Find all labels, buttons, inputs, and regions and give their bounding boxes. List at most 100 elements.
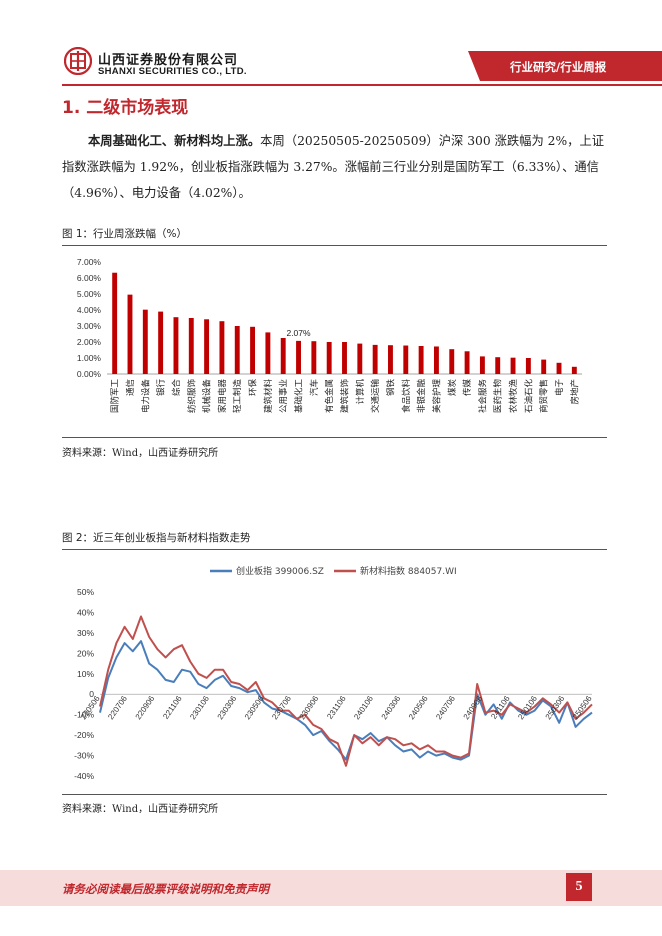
- y-tick-label: -30%: [74, 751, 94, 761]
- category-label: 汽车: [309, 379, 320, 396]
- figure1-source: 资料来源：Wind，山西证券研究所: [62, 448, 219, 459]
- bar-汽车: [311, 341, 317, 374]
- bar-环保: [250, 326, 256, 374]
- category-label: 纺织服饰: [186, 379, 197, 414]
- x-tick-label: 221106: [161, 694, 184, 721]
- y-tick-label: -20%: [74, 730, 94, 740]
- category-label: 银行: [156, 379, 167, 397]
- bar-传媒: [464, 351, 470, 374]
- y-tick-label: 5.00%: [77, 289, 102, 299]
- category-label: 家用电器: [217, 379, 228, 414]
- bar-建筑材料: [265, 332, 271, 374]
- bar-食品饮料: [403, 345, 409, 374]
- summary-text: 本周（20250505-20250509）沪深 300 涨跌幅为 2%，上证指数…: [62, 134, 605, 200]
- bar-非银金融: [418, 346, 424, 374]
- x-tick-label: 240506: [407, 694, 430, 721]
- bar-电子: [556, 362, 562, 374]
- bar-银行: [158, 311, 164, 374]
- company-logo-icon: [64, 47, 92, 75]
- bar-轻工制造: [234, 326, 240, 374]
- category-label: 交通运输: [370, 379, 381, 414]
- x-tick-label: 231106: [325, 694, 348, 721]
- y-tick-label: 7.00%: [77, 257, 102, 267]
- figure2-top-rule: [62, 549, 607, 550]
- x-tick-label: 230106: [188, 694, 211, 721]
- figure1-caption: 图 1：行业周涨跌幅（%）: [62, 228, 187, 240]
- category-label: 美容护理: [431, 379, 442, 414]
- category-label: 医药生物: [493, 379, 504, 414]
- x-tick-label: 230506: [243, 694, 266, 721]
- y-tick-label: 50%: [77, 587, 94, 597]
- category-label: 有色金属: [324, 379, 335, 413]
- bar-机械设备: [204, 319, 210, 374]
- y-tick-label: 20%: [77, 648, 94, 658]
- bar-医药生物: [495, 357, 501, 374]
- y-tick-label: 10%: [77, 669, 94, 679]
- category-label: 石油石化: [523, 379, 534, 414]
- category-label: 公用事业: [278, 379, 289, 413]
- category-label: 基础化工: [294, 379, 305, 414]
- summary-paragraph: 本周基础化工、新材料均上涨。本周（20250505-20250509）沪深 30…: [62, 128, 607, 206]
- x-tick-label: 240706: [434, 694, 457, 721]
- category-label: 电子: [554, 379, 565, 397]
- chinext-vs-new-materials-chart: 创业板指 399006.SZ 新材料指数 884057.WI -40% -30% -20…: [74, 565, 594, 781]
- page-number: 5: [566, 873, 592, 901]
- y-tick-label: 0.00%: [77, 369, 102, 379]
- header-divider: [62, 84, 662, 86]
- series-line-1: [99, 615, 593, 767]
- report-type-tab: 行业研究/行业周报: [468, 51, 662, 81]
- category-label: 建筑材料: [263, 379, 274, 414]
- legend-label-0: 创业板指 399006.SZ: [236, 565, 324, 577]
- category-label: 机械设备: [202, 379, 213, 414]
- bar-综合: [173, 317, 179, 374]
- bar-电力设备: [142, 309, 148, 374]
- category-label: 环保: [248, 379, 259, 397]
- y-tick-label: 2.00%: [77, 337, 102, 347]
- bar-基础化工: [296, 340, 301, 374]
- bar-农林牧渔: [510, 357, 516, 374]
- bar-交通运输: [372, 344, 378, 374]
- company-name-en: SHANXI SECURITIES CO., LTD.: [98, 66, 247, 77]
- figure1-bottom-rule: [62, 437, 607, 438]
- category-label: 农林牧渔: [508, 379, 519, 414]
- section-title: 1. 二级市场表现: [62, 98, 189, 118]
- x-tick-label: 220906: [134, 694, 157, 721]
- y-tick-label: 1.00%: [77, 353, 102, 363]
- bar-家用电器: [219, 321, 225, 374]
- y-tick-label: 6.00%: [77, 273, 102, 283]
- category-label: 国防军工: [110, 379, 121, 414]
- category-label: 商贸零售: [539, 379, 550, 413]
- x-tick-label: 230706: [270, 694, 293, 721]
- bar-有色金属: [326, 342, 332, 374]
- y-tick-label: 3.00%: [77, 321, 102, 331]
- industry-weekly-change-chart: 0.00% 1.00% 2.00% 3.00% 4.00% 5.00% 6.00% 7.00%…: [77, 257, 582, 414]
- bar-国防军工: [112, 272, 118, 374]
- y-tick-label: 40%: [77, 607, 94, 617]
- category-label: 传媒: [462, 379, 473, 397]
- footer-disclaimer: 请务必阅读最后股票评级说明和免责声明: [62, 882, 269, 896]
- category-label: 建筑装饰: [340, 379, 351, 414]
- category-label: 社会服务: [477, 379, 488, 414]
- bar-钢铁: [388, 345, 393, 374]
- company-name-cn: 山西证券股份有限公司: [98, 53, 239, 68]
- bar-公用事业: [280, 338, 286, 374]
- bar-纺织服饰: [188, 318, 194, 374]
- category-label: 食品饮料: [401, 379, 412, 414]
- category-label: 计算机: [355, 379, 366, 405]
- category-label: 电力设备: [140, 379, 151, 414]
- x-tick-label: 250106: [516, 694, 539, 721]
- figure2-caption: 图 2：近三年创业板指与新材料指数走势: [62, 532, 251, 544]
- y-tick-label: -10%: [74, 710, 94, 720]
- page-header: 山西证券股份有限公司 SHANXI SECURITIES CO., LTD. 行…: [0, 0, 662, 90]
- bar-建筑装饰: [342, 342, 347, 374]
- figure1-top-rule: [62, 245, 607, 246]
- figure2-bottom-rule: [62, 794, 607, 795]
- report-type-label: 行业研究/行业周报: [510, 60, 607, 74]
- category-label: 综合: [171, 379, 182, 397]
- figure2-source: 资料来源：Wind，山西证券研究所: [62, 804, 219, 815]
- x-tick-label: 230906: [298, 694, 321, 721]
- y-tick-label: 0: [89, 689, 94, 699]
- bar-美容护理: [433, 346, 439, 374]
- bar-annotation-label: 2.07%: [286, 328, 311, 338]
- x-tick-label: 230306: [216, 694, 239, 721]
